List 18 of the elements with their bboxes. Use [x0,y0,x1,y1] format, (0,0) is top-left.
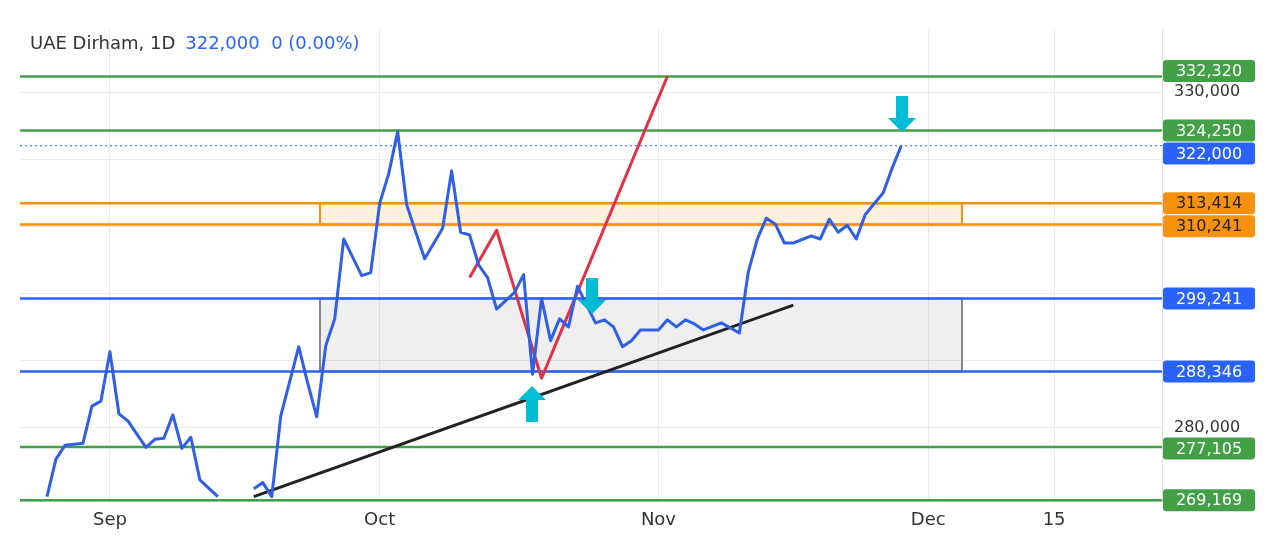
x-tick-label: Oct [364,507,396,529]
ref-line-label: 310,241 [1175,216,1243,236]
chart-title: UAE Dirham, 1D [30,32,176,53]
ref-line-label: 299,241 [1175,288,1243,308]
y-tick-label: 280,000 [1174,416,1241,436]
ref-line-label: 332,320 [1175,61,1243,81]
ref-line-label: 313,414 [1175,193,1243,213]
ref-line-label: 324,250 [1175,120,1243,140]
x-tick-label: Dec [910,507,946,529]
x-tick-label: 15 [1042,507,1066,529]
x-tick-label: Nov [640,507,677,529]
ref-line-label: 277,105 [1175,438,1243,458]
ref-line-label: 288,346 [1175,361,1243,381]
y-tick-label: 330,000 [1174,81,1241,101]
ref-line-label: 269,169 [1175,490,1243,510]
x-tick-label: Sep [92,507,127,529]
chart-subtitle: 322,000 0 (0.00%) [185,32,360,53]
ref-line-label: 322,000 [1175,143,1243,163]
